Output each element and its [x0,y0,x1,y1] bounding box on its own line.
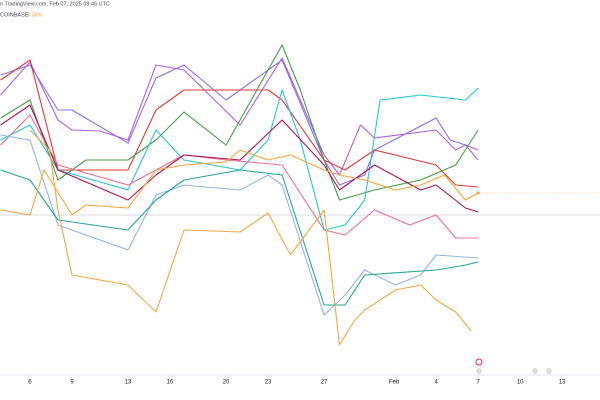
x-tick-label: 20 [223,380,230,386]
series-line [0,57,479,176]
last-point [476,191,480,195]
series-line [0,134,479,316]
x-tick-label: Feb [389,380,400,386]
event-icons [475,358,552,374]
series-line [0,87,479,231]
x-tick-label: 27 [321,380,328,386]
x-tick-label: 13 [125,380,132,386]
symbol: COINBASE [0,12,29,18]
x-tick-label: 10 [517,380,524,386]
x-tick-label: 6 [28,380,32,386]
series-line [29,129,472,346]
source: n TradingView.com, Feb 07, 2025 09:46 UT… [0,1,110,7]
series-line [0,149,479,216]
x-tick-label: 7 [476,380,480,386]
x-tick-label: 13 [559,380,566,386]
x-tick-label: 23 [265,380,272,386]
series-line [0,44,479,201]
change: 4.38% [27,12,43,18]
series-line [0,114,479,239]
series-line [0,104,479,213]
x-tick-label: 4 [434,380,438,386]
series-line [0,59,479,186]
x-tick-label: 9 [70,380,74,386]
series-line [0,169,479,306]
x-tick-label: 16 [167,380,174,386]
series-line [0,59,479,188]
